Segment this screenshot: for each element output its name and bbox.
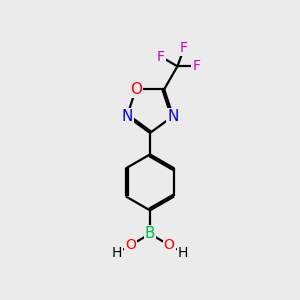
- Text: F: F: [193, 59, 201, 73]
- Text: N: N: [167, 109, 179, 124]
- Text: O: O: [130, 82, 142, 97]
- Text: O: O: [164, 238, 175, 252]
- Text: N: N: [121, 109, 133, 124]
- Text: F: F: [157, 50, 165, 64]
- Text: B: B: [145, 226, 155, 242]
- Text: F: F: [180, 41, 188, 55]
- Text: H: H: [112, 246, 122, 260]
- Text: H: H: [178, 246, 188, 260]
- Text: O: O: [125, 238, 136, 252]
